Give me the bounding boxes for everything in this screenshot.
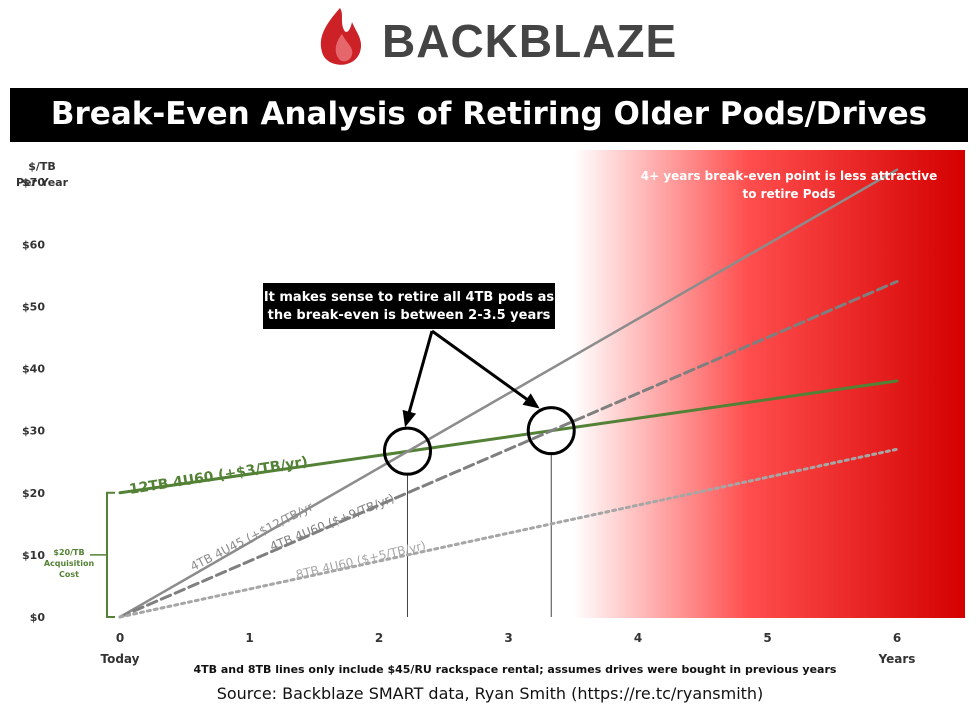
red-zone-note: to retire Pods [742, 187, 835, 201]
x-tick-label: 2 [375, 631, 383, 645]
backblaze-flame-logo [320, 8, 362, 65]
series-line [118, 447, 899, 619]
x-tick-label: 5 [763, 631, 771, 645]
y-tick-label: $60 [22, 238, 45, 251]
series-line [118, 280, 899, 619]
red-zone [573, 150, 965, 618]
x-axis-label: Today [101, 652, 140, 666]
x-tick-label: 0 [116, 631, 124, 645]
callout-arrow [406, 330, 434, 417]
red-zone-note: 4+ years break-even point is less attrac… [641, 169, 937, 183]
callout-text: the break-even is between 2-3.5 years [268, 308, 551, 323]
x-axis-labels: 0 1 2 3 4 5 6 Today Years [101, 631, 916, 666]
y-axis-label: Per Year [16, 176, 69, 189]
chart-title: Break-Even Analysis of Retiring Older Po… [50, 96, 928, 132]
series-line [118, 379, 899, 495]
break-even-circle [382, 426, 432, 476]
x-axis-label: Years [878, 652, 916, 666]
series-labels: 12TB 4U60 (+$3/TB/yr)4TB 4U45 (+$12/TB/y… [128, 454, 427, 582]
break-even-droplines [406, 452, 552, 617]
break-even-circles [382, 406, 576, 476]
y-tick-label: $40 [22, 363, 45, 376]
y-axis-label: $/TB [28, 160, 56, 173]
acquisition-label: $20/TB [53, 548, 84, 557]
y-tick-label: $20 [22, 487, 45, 500]
y-tick-label: $10 [22, 549, 45, 562]
y-tick-label: $0 [30, 611, 46, 624]
brand-name: BACKBLAZE [382, 15, 678, 67]
x-tick-label: 6 [893, 631, 901, 645]
title-bar: Break-Even Analysis of Retiring Older Po… [10, 88, 968, 142]
acquisition-label: Cost [59, 570, 79, 579]
series-lines [118, 168, 899, 619]
acquisition-label: Acquisition [44, 559, 95, 568]
callout-arrowhead [402, 409, 417, 428]
acquisition-bracket [106, 491, 115, 618]
callout-arrow [431, 329, 531, 403]
y-tick-label: $70 [22, 176, 45, 189]
annotations: It makes sense to retire all 4TB pods as… [194, 169, 938, 676]
callout-box [263, 283, 555, 329]
y-axis-labels: $0 $10 $20 $30 $40 $50 $60 $70 $/TB Per Year [16, 160, 69, 624]
acquisition-cost-bracket: $20/TB Acquisition Cost [44, 491, 115, 618]
y-tick-label: $50 [22, 300, 45, 313]
callout-text: It makes sense to retire all 4TB pods as [264, 290, 555, 305]
x-tick-label: 3 [504, 631, 512, 645]
callout-arrowhead [522, 393, 540, 409]
break-even-circle [526, 406, 576, 456]
x-tick-label: 1 [245, 631, 253, 645]
x-tick-label: 4 [634, 631, 642, 645]
source-note: Source: Backblaze SMART data, Ryan Smith… [216, 684, 764, 703]
footnote: 4TB and 8TB lines only include $45/RU ra… [194, 663, 837, 676]
y-tick-label: $30 [22, 425, 45, 438]
series-line [118, 168, 899, 619]
series-label: 12TB 4U60 (+$3/TB/yr) [128, 454, 309, 498]
flame-inner-icon [335, 34, 353, 62]
